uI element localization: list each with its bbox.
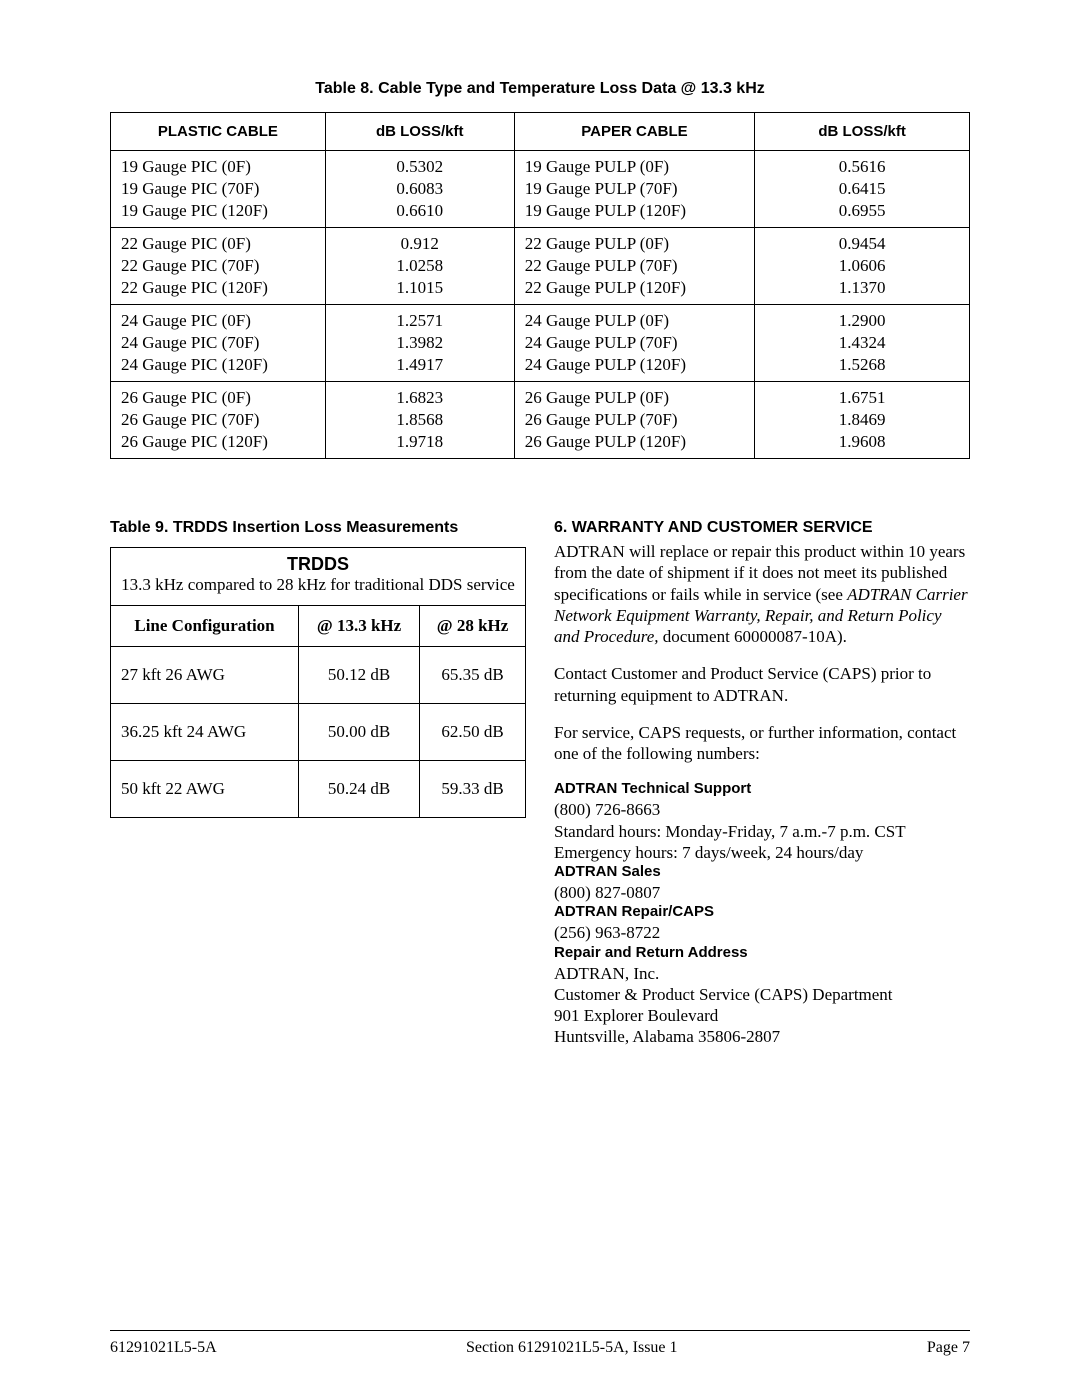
t9-col-28k: @ 28 kHz: [420, 606, 526, 647]
footer: 61291021L5-5A Section 61291021L5-5A, Iss…: [110, 1339, 970, 1357]
warranty-p2: Contact Customer and Product Service (CA…: [554, 663, 970, 706]
table-row: 24 Gauge PIC (0F)1.257124 Gauge PULP (0F…: [111, 305, 970, 333]
table9-title: Table 9. TRDDS Insertion Loss Measuremen…: [110, 519, 526, 537]
table-row: 22 Gauge PIC (0F)0.91222 Gauge PULP (0F)…: [111, 228, 970, 256]
table-row: 50 kft 22 AWG50.24 dB59.33 dB: [111, 761, 526, 818]
table-row: 26 Gauge PIC (70F)1.856826 Gauge PULP (7…: [111, 409, 970, 431]
table-row: 26 Gauge PIC (0F)1.682326 Gauge PULP (0F…: [111, 382, 970, 410]
addr-heading: Repair and Return Address: [554, 944, 970, 961]
warranty-p3: For service, CAPS requests, or further i…: [554, 722, 970, 765]
sales-phone: (800) 827-0807: [554, 882, 970, 903]
table-row: 26 Gauge PIC (120F)1.971826 Gauge PULP (…: [111, 431, 970, 459]
tech-hours-std: Standard hours: Monday-Friday, 7 a.m.-7 …: [554, 821, 970, 842]
table9: TRDDS 13.3 kHz compared to 28 kHz for tr…: [110, 547, 526, 818]
trdds-head: TRDDS: [119, 554, 517, 575]
addr-l1: ADTRAN, Inc.: [554, 963, 970, 984]
tech-hours-emg: Emergency hours: 7 days/week, 24 hours/d…: [554, 842, 970, 863]
t8-col-paper: PAPER CABLE: [514, 113, 755, 151]
addr-l3: 901 Explorer Boulevard: [554, 1005, 970, 1026]
sales-heading: ADTRAN Sales: [554, 863, 970, 880]
table-row: 36.25 kft 24 AWG50.00 dB62.50 dB: [111, 704, 526, 761]
section6-heading: 6. WARRANTY AND CUSTOMER SERVICE: [554, 519, 970, 537]
t8-col-plasticloss: dB LOSS/kft: [325, 113, 514, 151]
t9-col-cfg: Line Configuration: [111, 606, 299, 647]
footer-right: Page 7: [927, 1339, 970, 1357]
tech-support-heading: ADTRAN Technical Support: [554, 780, 970, 797]
warranty-p1: ADTRAN will replace or repair this produ…: [554, 541, 970, 647]
footer-rule: [110, 1330, 970, 1331]
footer-center: Section 61291021L5-5A, Issue 1: [466, 1339, 678, 1357]
table-row: 24 Gauge PIC (120F)1.491724 Gauge PULP (…: [111, 354, 970, 382]
table-row: 27 kft 26 AWG50.12 dB65.35 dB: [111, 647, 526, 704]
table-row: 19 Gauge PIC (120F)0.661019 Gauge PULP (…: [111, 200, 970, 228]
table-row: 19 Gauge PIC (0F)0.530219 Gauge PULP (0F…: [111, 151, 970, 179]
repair-heading: ADTRAN Repair/CAPS: [554, 903, 970, 920]
table-row: 24 Gauge PIC (70F)1.398224 Gauge PULP (7…: [111, 332, 970, 354]
addr-l4: Huntsville, Alabama 35806-2807: [554, 1026, 970, 1047]
table-row: 22 Gauge PIC (70F)1.025822 Gauge PULP (7…: [111, 255, 970, 277]
trdds-sub: 13.3 kHz compared to 28 kHz for traditio…: [119, 575, 517, 595]
table8: PLASTIC CABLE dB LOSS/kft PAPER CABLE dB…: [110, 112, 970, 459]
table-row: 22 Gauge PIC (120F)1.101522 Gauge PULP (…: [111, 277, 970, 305]
addr-l2: Customer & Product Service (CAPS) Depart…: [554, 984, 970, 1005]
t8-col-paperloss: dB LOSS/kft: [755, 113, 970, 151]
footer-left: 61291021L5-5A: [110, 1339, 217, 1357]
t9-col-13k: @ 13.3 kHz: [299, 606, 420, 647]
tech-phone: (800) 726-8663: [554, 799, 970, 820]
table8-title: Table 8. Cable Type and Temperature Loss…: [110, 80, 970, 98]
table-row: 19 Gauge PIC (70F)0.608319 Gauge PULP (7…: [111, 178, 970, 200]
t8-col-plastic: PLASTIC CABLE: [111, 113, 326, 151]
repair-phone: (256) 963-8722: [554, 922, 970, 943]
